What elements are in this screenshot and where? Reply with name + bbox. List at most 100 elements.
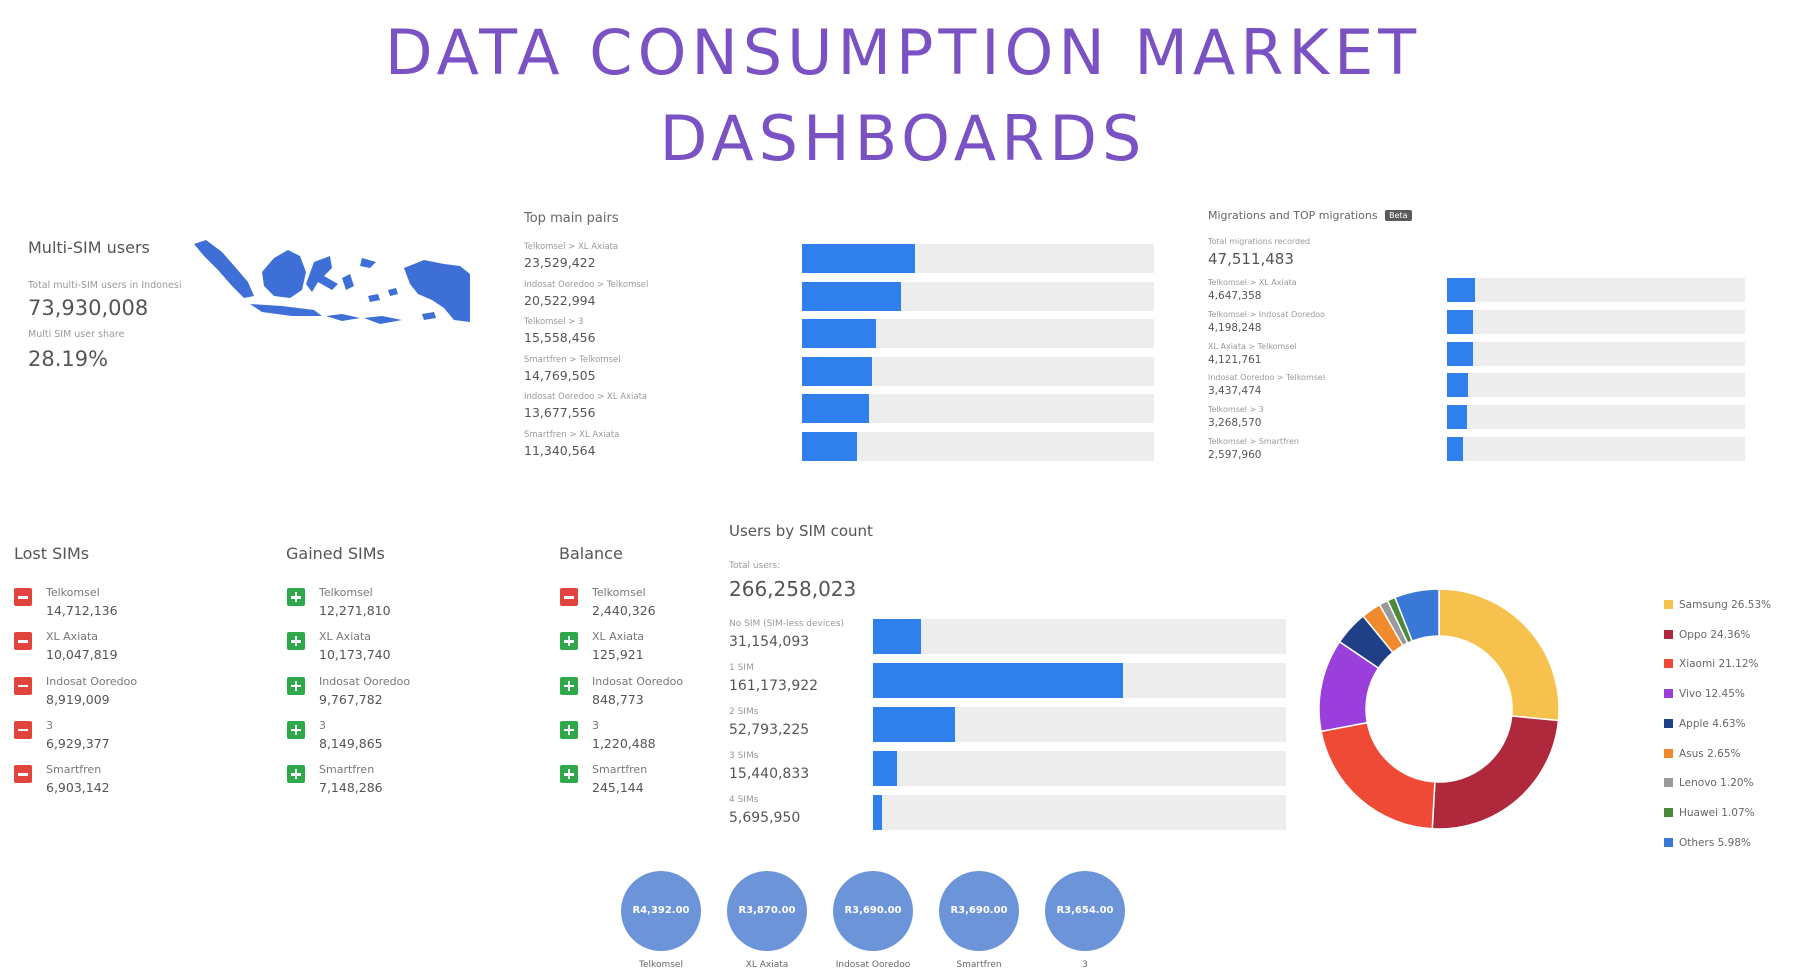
- balance-item: 3 1,220,488: [560, 719, 810, 761]
- migrations-total-label: Total migrations recorded: [1208, 237, 1311, 246]
- sim-count-bar-track: [873, 619, 1286, 654]
- migration-label: Telkomsel > 3: [1208, 405, 1264, 415]
- balance-item: Smartfren 245,144: [560, 763, 810, 805]
- legend-item-oppo: Oppo 24.36%: [1664, 629, 1750, 643]
- pair-bar-fill: [802, 281, 901, 311]
- plus-icon: [287, 720, 305, 739]
- donut-slice-others: [1393, 588, 1440, 643]
- operator-name: Telkomsel: [46, 586, 100, 599]
- sim-count-value: 5,695,950: [729, 810, 801, 826]
- legend-label: Others 5.98%: [1679, 836, 1751, 849]
- operator-value: 1,220,488: [592, 735, 656, 751]
- legend-item-xiaomi: Xiaomi 21.12%: [1664, 658, 1759, 672]
- users-total-value: 266,258,023: [729, 577, 857, 601]
- lost-sims-item: XL Axiata 10,047,819: [14, 630, 264, 672]
- page-title-line-1: DATA CONSUMPTION MARKET: [384, 16, 1422, 89]
- balance-item: Telkomsel 2,440,326: [560, 586, 810, 628]
- price-bubble-label: Smartfren: [956, 960, 1002, 970]
- minus-icon: [14, 632, 32, 651]
- operator-name: XL Axiata: [46, 630, 99, 644]
- legend-swatch: [1664, 748, 1673, 758]
- migrations-heading: Migrations and TOP migrations: [1208, 209, 1378, 222]
- migration-label: Telkomsel > Smartfren: [1208, 437, 1299, 446]
- multi-sim-share-value: 28.19%: [28, 347, 109, 371]
- donut-slice-samsung: [1438, 588, 1560, 722]
- price-bubble-label: Indosat Ooredoo: [835, 960, 911, 970]
- migration-value: 3,437,474: [1208, 385, 1262, 398]
- plus-icon: [560, 632, 578, 651]
- pair-label: Indosat Ooredoo > XL Axiata: [524, 392, 648, 402]
- sim-count-value: 15,440,833: [729, 766, 810, 782]
- legend-label: Vivo 12.45%: [1679, 688, 1745, 701]
- donut-slice-oppo: [1431, 715, 1560, 830]
- gained-sims-item: Telkomsel 12,271,810: [287, 586, 537, 628]
- migration-value: 4,198,248: [1208, 321, 1262, 334]
- migration-bar-track: [1447, 341, 1745, 366]
- operator-name: Smartfren: [592, 763, 648, 777]
- sim-count-bar-track: [873, 663, 1286, 698]
- lost-sims-item: 3 6,929,377: [14, 719, 264, 761]
- plus-icon: [287, 588, 305, 606]
- operator-value: 245,144: [592, 780, 644, 796]
- multi-sim-share-label: Multi SIM user share: [28, 329, 125, 340]
- price-bubble-label: Telkomsel: [639, 960, 683, 970]
- legend-item-huawei: Huawei 1.07%: [1664, 807, 1755, 821]
- minus-icon: [560, 588, 578, 606]
- migrations-total-value: 47,511,483: [1208, 250, 1294, 268]
- legend-swatch: [1664, 659, 1673, 669]
- balance-item: Indosat Ooredoo 848,773: [560, 675, 810, 717]
- operator-name: XL Axiata: [592, 630, 645, 644]
- balance-item: XL Axiata 125,921: [560, 630, 810, 672]
- legend-swatch: [1664, 600, 1673, 609]
- lost-sims-item: Smartfren 6,903,142: [14, 763, 264, 805]
- pair-bar-fill: [802, 394, 869, 423]
- gained-sims-heading: Gained SIMs: [286, 544, 385, 563]
- pair-value: 15,558,456: [524, 330, 596, 345]
- operator-value: 10,047,819: [46, 647, 118, 663]
- sim-count-label: 3 SIMs: [729, 751, 759, 761]
- pair-label: Telkomsel > 3: [524, 317, 584, 327]
- legend-swatch: [1664, 837, 1673, 847]
- minus-icon: [14, 720, 32, 739]
- migration-bar-fill: [1447, 405, 1468, 430]
- operator-name: Smartfren: [319, 763, 375, 777]
- sim-count-label: 4 SIMs: [729, 795, 759, 805]
- operator-value: 7,148,286: [319, 780, 383, 796]
- migration-bar-fill: [1447, 341, 1473, 366]
- users-by-sim-heading: Users by SIM count: [729, 522, 873, 540]
- plus-icon: [560, 720, 578, 739]
- plus-icon: [287, 632, 305, 651]
- sim-count-bar-track: [873, 707, 1286, 742]
- sim-count-label: No SIM (SIM-less devices): [729, 619, 845, 629]
- gained-sims-item: 3 8,149,865: [287, 719, 537, 761]
- sim-count-bar-fill: [873, 795, 882, 830]
- pair-bar-track: [802, 281, 1154, 311]
- migration-bar-track: [1447, 405, 1745, 430]
- legend-item-others: Others 5.98%: [1664, 837, 1751, 851]
- legend-swatch: [1664, 689, 1673, 699]
- pair-label: Telkomsel > XL Axiata: [524, 242, 619, 252]
- operator-name: Indosat Ooredoo: [46, 674, 138, 688]
- legend-label: Xiaomi 21.12%: [1679, 658, 1759, 671]
- operator-value: 10,173,740: [319, 647, 391, 663]
- migration-value: 4,121,761: [1208, 353, 1262, 366]
- price-bubble-label: XL Axiata: [745, 960, 789, 970]
- minus-icon: [14, 676, 32, 695]
- top-pairs-heading: Top main pairs: [524, 211, 619, 226]
- pair-bar-fill: [802, 319, 876, 348]
- pair-label: Smartfren > Telkomsel: [524, 354, 621, 365]
- brand-share-donut-chart: [1318, 588, 1560, 830]
- migration-bar-track: [1447, 278, 1745, 302]
- balance-heading: Balance: [559, 544, 623, 563]
- gained-sims-item: XL Axiata 10,173,740: [287, 630, 537, 672]
- pair-bar-track: [802, 319, 1154, 348]
- pair-value: 11,340,564: [524, 442, 596, 458]
- sim-count-value: 31,154,093: [729, 634, 810, 650]
- operator-name: 3: [46, 718, 53, 732]
- operator-value: 125,921: [592, 647, 644, 663]
- price-bubble: R3,690.00: [833, 871, 913, 951]
- legend-item-asus: Asus 2.65%: [1664, 748, 1740, 762]
- sim-count-value: 161,173,922: [729, 678, 819, 694]
- plus-icon: [560, 676, 578, 695]
- pair-bar-fill: [802, 431, 857, 461]
